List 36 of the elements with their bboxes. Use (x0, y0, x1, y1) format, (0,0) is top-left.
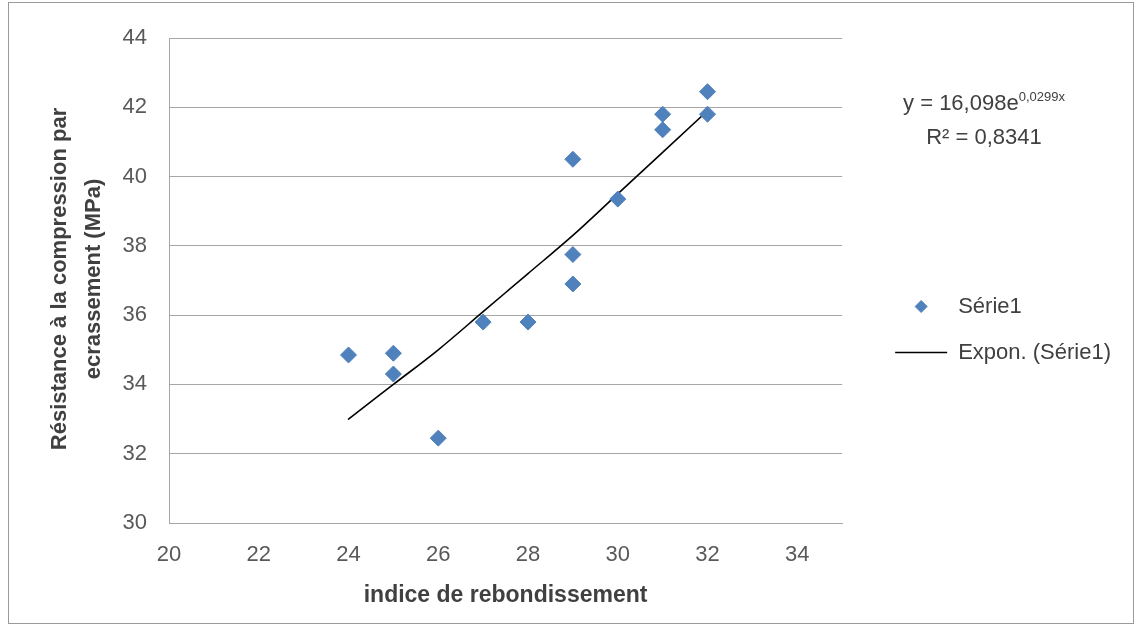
point (609, 190, 627, 208)
y-tick-label: 36 (122, 301, 147, 327)
point (474, 313, 492, 331)
y-tick-label: 32 (122, 439, 147, 465)
y-tick-label: 44 (122, 24, 147, 50)
point (519, 313, 537, 331)
point (384, 344, 402, 362)
point (564, 150, 582, 168)
y-tick-label: 30 (122, 509, 147, 535)
point (429, 429, 447, 447)
x-tick-label: 34 (785, 541, 810, 567)
y-tick-label: 38 (122, 231, 147, 257)
point (384, 365, 402, 383)
point (340, 346, 358, 364)
point (654, 121, 672, 139)
y-axis-title: Résistance à la compression par ecrassement (MPa) (45, 106, 106, 453)
x-tick-label: 24 (336, 541, 361, 567)
x-axis-title: indice de rebondissement (363, 580, 648, 607)
x-tick-label: 28 (515, 541, 541, 567)
point (564, 246, 582, 264)
text: R² = 0,8341 (925, 123, 1043, 151)
point (654, 105, 672, 123)
x-tick-label: 32 (695, 541, 720, 567)
point (699, 83, 717, 101)
y-tick-label: 40 (122, 162, 147, 188)
legend-label: Série1 (958, 292, 1022, 318)
x-tick-label: 22 (246, 541, 271, 567)
legend-label: Expon. (Série1) (958, 338, 1112, 364)
y-tick-label: 34 (122, 370, 147, 396)
x-tick-label: 30 (605, 541, 631, 567)
y-tick-label: 42 (122, 93, 147, 119)
text: y = 16,098e$^{0,0299x}$ (902, 88, 1066, 117)
point (564, 275, 582, 293)
x-tick-label: 26 (426, 541, 451, 567)
x-tick-label: 20 (156, 541, 182, 567)
point (699, 105, 717, 123)
